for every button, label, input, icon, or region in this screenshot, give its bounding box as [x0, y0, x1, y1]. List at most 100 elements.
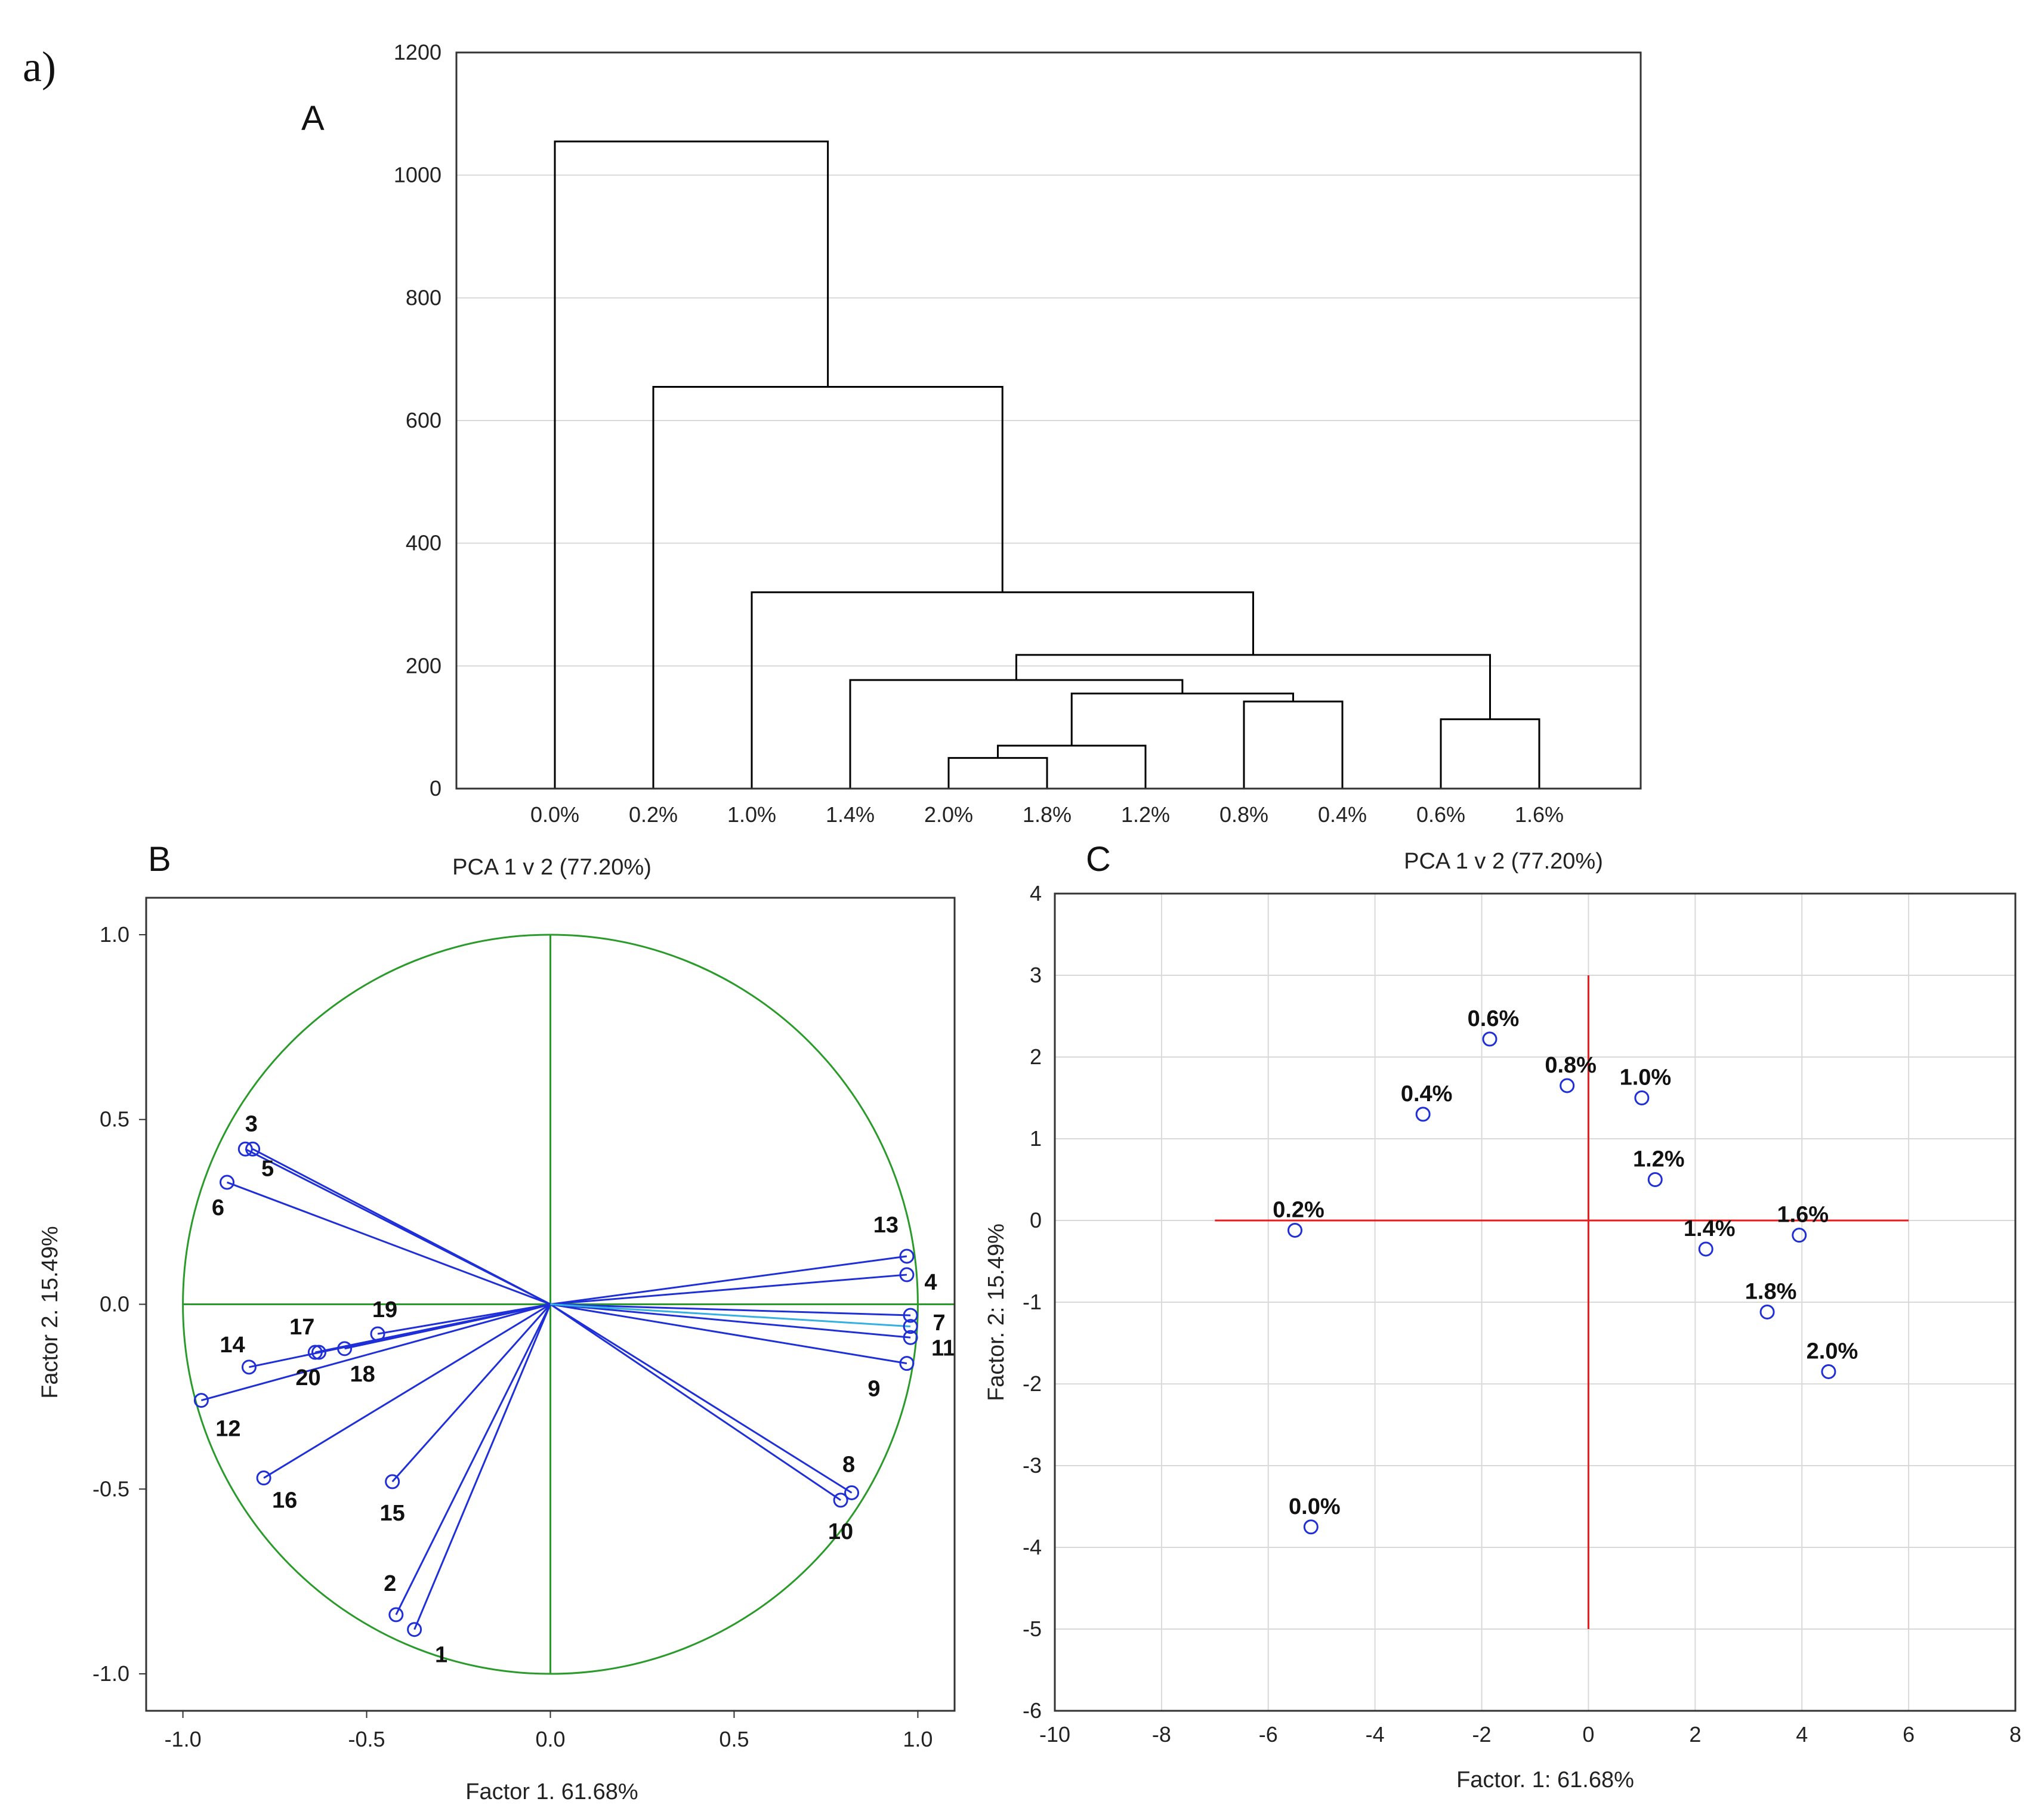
panel-c-y-tick-label: -6 — [1023, 1698, 1042, 1723]
panel-b-y-tick-labels: -1.0 -0.5 0.0 0.5 1.0 — [92, 922, 146, 1686]
panel-a-leaf-label: 0.2% — [629, 802, 678, 827]
panel-b-y-tick-label: 0.0 — [100, 1292, 129, 1317]
panel-a-leaf-label: 2.0% — [924, 802, 973, 827]
panel-b-x-tick-label: -1.0 — [165, 1727, 202, 1751]
panel-c-points — [1287, 1031, 1836, 1535]
panel-b-point — [388, 1607, 404, 1623]
panel-b-x-tick-label: 1.0 — [903, 1727, 933, 1751]
panel-b-point-label: 20 — [295, 1365, 320, 1390]
panel-b-vector — [550, 1303, 911, 1317]
panel-b-point — [899, 1267, 915, 1283]
panel-c-y-tick-labels: -6 -5 -4 -3 -2 -1 0 1 2 3 4 — [1023, 881, 1042, 1723]
panel-a-y-tick-label: 600 — [406, 408, 441, 432]
panel-a-leaf-label: 1.6% — [1515, 802, 1564, 827]
panel-a-leaf-label: 1.8% — [1023, 802, 1072, 827]
figure-label: a) — [23, 43, 56, 91]
panel-b-vector — [252, 1148, 551, 1305]
panel-b-point — [833, 1492, 848, 1508]
panel-a-link — [554, 140, 829, 789]
panel-c-score-plot: C PCA 1 v 2 (77.20%) 0.0% 0.2% 0.4% 0.6% 0.8… — [984, 840, 2021, 1793]
panel-a-y-tick-label: 800 — [406, 285, 441, 310]
panel-c-point-label: 1.0% — [1620, 1065, 1672, 1090]
panel-a-leaf-label: 0.0% — [530, 802, 579, 827]
panel-b-point-label: 10 — [828, 1519, 853, 1544]
panel-a-y-tick-label: 1000 — [394, 163, 441, 187]
panel-c-x-tick-labels: -10 -8 -6 -4 -2 0 2 4 6 8 — [1039, 1722, 2021, 1747]
panel-b-point — [407, 1622, 422, 1637]
panel-b-point — [237, 1141, 253, 1157]
panel-b-point — [307, 1345, 323, 1360]
panel-b-point-label: 7 — [933, 1311, 946, 1336]
panel-c-y-tick-label: 3 — [1030, 963, 1042, 987]
panel-c-point — [1482, 1031, 1498, 1047]
panel-c-x-tick-label: -8 — [1152, 1722, 1171, 1747]
panel-b-point-label: 4 — [924, 1270, 937, 1295]
panel-b-point-label: 13 — [873, 1213, 899, 1238]
panel-c-x-tick-label: 2 — [1689, 1722, 1701, 1747]
panel-b-point — [245, 1141, 261, 1157]
panel-b-vector — [550, 1255, 907, 1305]
panel-b-point — [220, 1175, 234, 1190]
panel-b-vector — [550, 1303, 907, 1365]
panel-c-point — [1698, 1241, 1713, 1257]
panel-b-point-label: 11 — [931, 1336, 955, 1361]
panel-c-y-tick-label: -5 — [1023, 1617, 1042, 1641]
panel-a-frame — [455, 51, 1642, 790]
panel-b-x-tick-label: 0.5 — [719, 1727, 749, 1751]
panel-c-point — [1303, 1519, 1319, 1535]
panel-c-y-axis-title: Factor. 2: 15.49% — [984, 1223, 1009, 1401]
panel-b-point-label: 2 — [384, 1571, 396, 1596]
panel-c-point-label: 0.8% — [1545, 1053, 1597, 1078]
panel-c-title: PCA 1 v 2 (77.20%) — [1404, 849, 1603, 874]
panel-c-point — [1560, 1078, 1575, 1093]
panel-b-point-label: 15 — [380, 1501, 405, 1526]
panel-c-y-tick-label: -3 — [1023, 1453, 1042, 1478]
panel-b-vector — [549, 1303, 841, 1501]
panel-c-point-label: 1.4% — [1684, 1216, 1736, 1241]
panel-a-dendrogram: A 0 200 400 600 800 1000 1200 0.0% 0.2% 1.0% 1.4%… — [301, 40, 1642, 827]
panel-c-point — [1792, 1228, 1807, 1243]
panel-b-point — [370, 1326, 385, 1342]
panel-b-point-label: 3 — [245, 1111, 258, 1136]
panel-c-x-tick-label: -2 — [1472, 1722, 1492, 1747]
panel-b-vector — [395, 1303, 551, 1615]
panel-b-vectors — [200, 1148, 911, 1630]
panel-c-frame — [1054, 892, 2017, 1712]
panel-b-vector — [550, 1303, 911, 1328]
panel-b-title: PCA 1 v 2 (77.20%) — [452, 855, 652, 880]
panel-b-point-label: 9 — [867, 1377, 880, 1402]
panel-c-point-label: 0.0% — [1289, 1494, 1341, 1519]
panel-a-y-tick-label: 0 — [430, 776, 441, 801]
panel-b-point — [193, 1393, 209, 1408]
panel-b-vector — [549, 1303, 853, 1494]
panel-b-y-tick-label: -0.5 — [92, 1476, 129, 1501]
panel-b-point — [903, 1319, 918, 1334]
panel-c-letter: C — [1086, 840, 1111, 879]
panel-c-point-label: 2.0% — [1807, 1339, 1858, 1364]
panel-a-leaf-label: 0.6% — [1416, 802, 1465, 827]
panel-b-point — [385, 1474, 400, 1489]
panel-b-point — [844, 1485, 860, 1500]
panel-b-point — [903, 1330, 918, 1345]
panel-c-point — [1415, 1107, 1431, 1122]
panel-b-point-label: 1 — [435, 1643, 447, 1668]
panel-b-frame — [145, 897, 956, 1712]
panel-c-axes — [1215, 975, 1909, 1629]
panel-b-point — [899, 1249, 915, 1264]
panel-b-y-tick-label: -1.0 — [92, 1661, 129, 1686]
panel-b-y-tick-label: 1.0 — [100, 922, 129, 947]
panel-a-leaf-label: 1.2% — [1121, 802, 1170, 827]
panel-c-x-tick-label: 4 — [1796, 1722, 1808, 1747]
panel-b-vector — [391, 1303, 551, 1482]
panel-b-point — [899, 1356, 915, 1371]
panel-c-x-tick-label: -6 — [1259, 1722, 1278, 1747]
panel-b-vector — [413, 1303, 551, 1630]
panel-b-point-label: 17 — [289, 1315, 314, 1340]
panel-b-letter: B — [148, 840, 171, 879]
panel-a-y-tick-label: 1200 — [394, 40, 441, 64]
panel-b-vector — [263, 1303, 551, 1479]
panel-b-y-axis-title: Factor 2. 15.49% — [38, 1226, 63, 1398]
